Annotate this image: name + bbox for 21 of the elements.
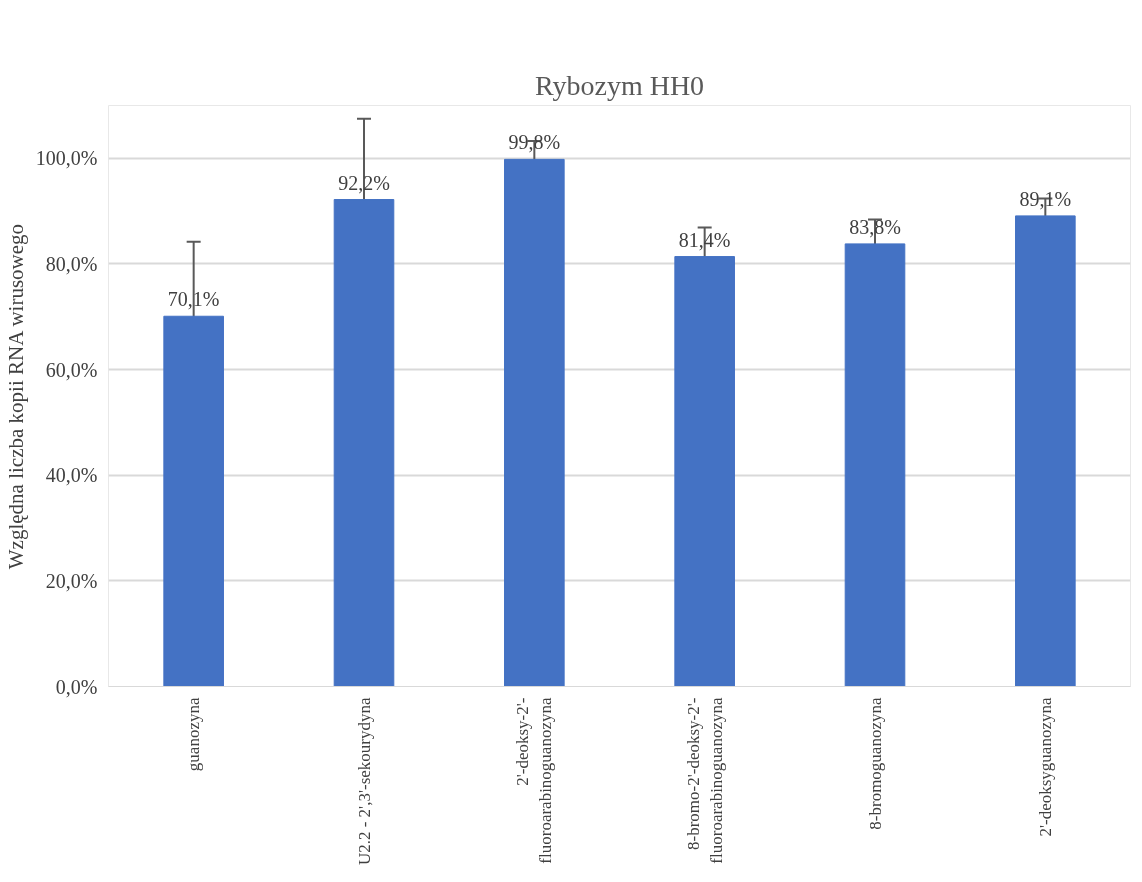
y-axis-title: Względna liczba kopii RNA wirusowego — [3, 223, 28, 570]
y-tick-label: 20,0% — [45, 569, 98, 592]
y-tick-label: 0,0% — [55, 675, 98, 698]
bar — [163, 315, 224, 687]
bar — [1015, 215, 1076, 687]
y-tick-label: 60,0% — [45, 358, 98, 381]
data-label: 89,1% — [1019, 187, 1072, 210]
x-tick-label: 2'-deoksy-2'-fluoroarabinoguanozyna — [513, 697, 556, 864]
y-tick-label: 40,0% — [45, 464, 98, 487]
bar — [504, 158, 565, 687]
y-tick-label: 80,0% — [45, 252, 98, 275]
x-tick-label: 2'-deoksyguanozyna — [1035, 697, 1055, 837]
x-tick-label: guanozyna — [184, 697, 204, 772]
bar — [333, 199, 395, 687]
x-tick-label: 8-bromoguanozyna — [865, 697, 885, 830]
bar — [844, 243, 906, 687]
y-tick-label: 100,0% — [35, 147, 98, 170]
chart-title: Rybozym HH0 — [534, 69, 705, 101]
data-label: 99,8% — [508, 131, 561, 154]
x-tick-label: U2.2 - 2',3'-sekourydyna — [354, 697, 374, 866]
bar — [674, 256, 735, 687]
